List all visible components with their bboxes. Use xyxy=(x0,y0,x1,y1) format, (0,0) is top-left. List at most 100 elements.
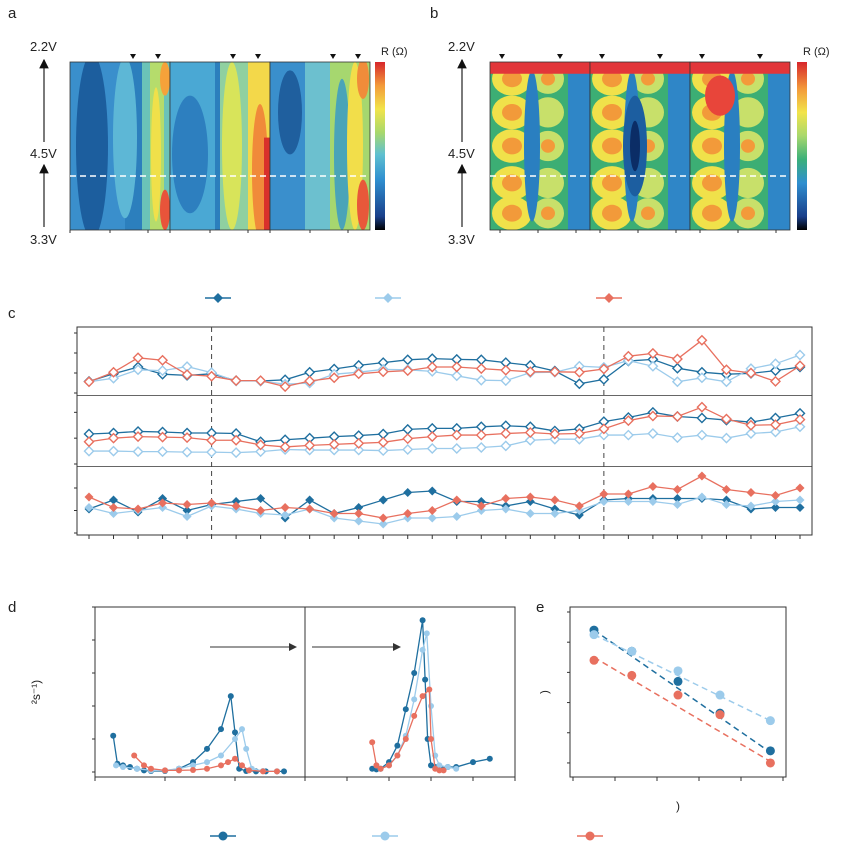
data-point xyxy=(256,494,266,503)
panel_a-down-triangle xyxy=(330,54,336,59)
data-point xyxy=(746,488,756,497)
band xyxy=(252,104,268,230)
data-point xyxy=(673,690,683,700)
data-point xyxy=(476,501,486,511)
x-axis-label: ) xyxy=(676,799,680,813)
data-point xyxy=(84,503,94,512)
data-point xyxy=(427,486,437,496)
data-point xyxy=(696,429,708,441)
band xyxy=(502,70,522,88)
discharge-point xyxy=(428,736,434,742)
charge-point xyxy=(110,732,117,739)
band xyxy=(602,137,622,155)
panel-label-a: a xyxy=(8,5,17,22)
charge-point xyxy=(190,767,196,774)
band-light xyxy=(113,62,137,219)
data-point xyxy=(622,429,634,441)
data-point xyxy=(475,354,487,366)
data-point xyxy=(672,500,682,509)
data-point xyxy=(181,446,193,458)
heatmap-a-1 xyxy=(170,62,270,230)
data-point xyxy=(402,354,414,366)
data-point xyxy=(427,513,437,523)
band xyxy=(641,72,655,86)
fit-line-0 xyxy=(593,629,771,753)
data-point xyxy=(720,432,732,444)
band xyxy=(690,62,790,74)
data-point xyxy=(280,503,290,512)
data-point xyxy=(795,495,805,505)
panel_a-subpanel-frame xyxy=(269,61,371,231)
charge-point xyxy=(176,767,182,774)
colorbar-b-title: R (Ω) xyxy=(803,46,830,58)
data-point xyxy=(83,376,95,388)
discharge-point xyxy=(373,762,380,769)
band xyxy=(502,174,522,192)
charge-point xyxy=(218,752,224,759)
data-point xyxy=(206,446,218,458)
legend-marker xyxy=(213,293,223,303)
data-point xyxy=(720,413,732,425)
heatmap-b-2 xyxy=(690,62,790,230)
discharge-point xyxy=(402,736,409,742)
data-point xyxy=(353,437,365,449)
charge-point xyxy=(227,693,234,700)
data-point xyxy=(305,495,315,505)
discharge-point xyxy=(423,630,430,637)
data-point xyxy=(377,436,389,448)
data-point xyxy=(402,365,414,377)
band xyxy=(222,62,242,230)
data-point xyxy=(182,512,192,521)
charge-point xyxy=(281,768,287,775)
series-line-1-0 xyxy=(88,411,801,443)
panel-d: d ²s⁻¹) xyxy=(8,599,516,781)
panel_b-down-triangle xyxy=(499,54,505,59)
discharge-point xyxy=(470,759,476,766)
discharge-point xyxy=(453,765,460,772)
data-point xyxy=(697,471,707,481)
data-point xyxy=(426,361,438,373)
band xyxy=(602,104,622,121)
heatmap-a-0 xyxy=(70,62,170,230)
data-point xyxy=(765,746,775,756)
charge-point xyxy=(204,745,210,752)
band xyxy=(151,87,161,222)
data-point xyxy=(500,440,512,452)
data-point xyxy=(304,375,316,387)
data-point xyxy=(230,434,242,446)
data-point xyxy=(769,426,781,438)
series-line-1-1 xyxy=(89,426,801,454)
panel-label-e: e xyxy=(536,599,544,616)
data-point xyxy=(598,423,610,435)
data-point xyxy=(589,655,599,665)
data-point xyxy=(598,363,610,375)
data-point xyxy=(304,366,316,378)
panel-e: e )) xyxy=(536,599,787,813)
band xyxy=(702,137,722,155)
data-point xyxy=(769,365,781,377)
discharge-point xyxy=(377,765,384,772)
charge-point xyxy=(260,768,266,775)
charge-point xyxy=(232,755,238,762)
data-point xyxy=(328,438,340,450)
data-point xyxy=(354,503,364,512)
data-point xyxy=(500,428,512,440)
discharge-point xyxy=(369,739,376,746)
data-point xyxy=(589,630,599,640)
text-part: ) xyxy=(539,690,551,694)
data-point xyxy=(599,489,609,499)
discharge-point xyxy=(436,767,443,774)
charge-point xyxy=(134,765,140,772)
data-point xyxy=(157,431,169,443)
data-point xyxy=(696,412,708,424)
discharge-point xyxy=(419,646,426,653)
data-point xyxy=(765,716,775,726)
panel_b-down-triangle xyxy=(557,54,563,59)
data-point xyxy=(109,495,119,505)
data-point xyxy=(451,443,463,454)
data-point xyxy=(280,510,290,520)
charge-point xyxy=(162,767,168,774)
data-point xyxy=(255,446,267,458)
data-point xyxy=(452,512,462,521)
